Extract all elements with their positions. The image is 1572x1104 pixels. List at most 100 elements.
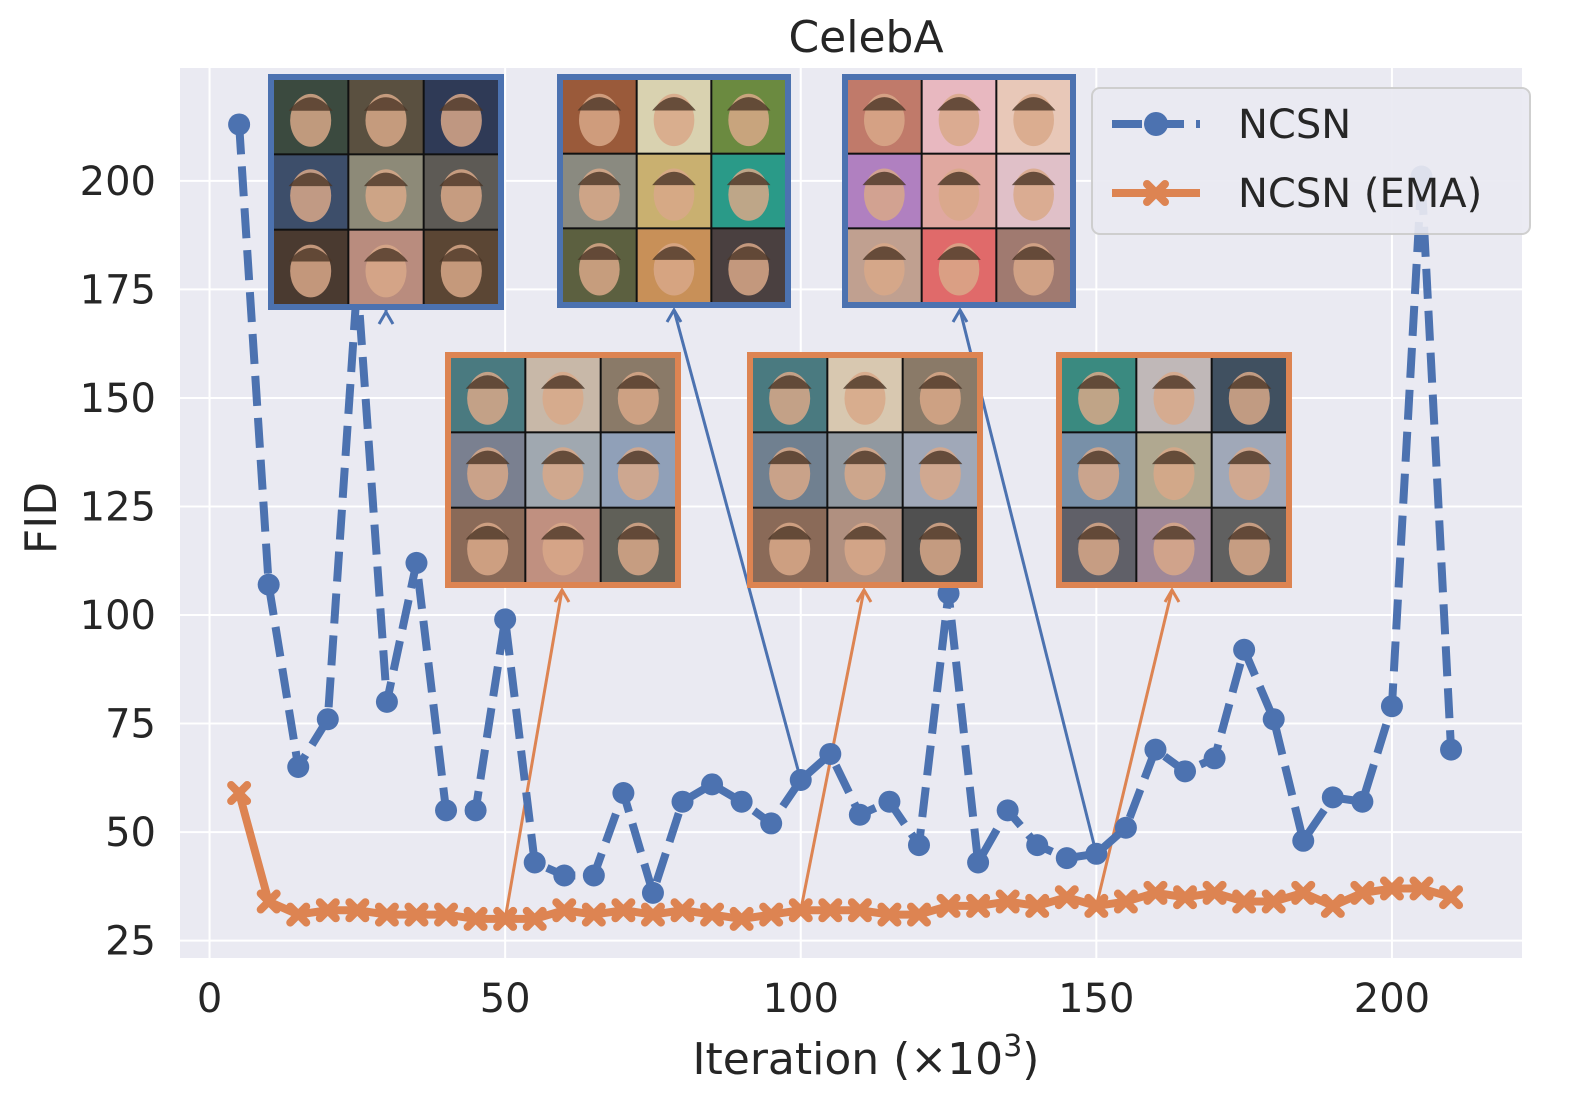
point-ncsn-ema <box>788 898 813 923</box>
sample-hair <box>843 375 887 389</box>
point-ncsn <box>967 851 990 874</box>
point-ncsn-ema <box>315 898 340 923</box>
point-ncsn <box>1321 786 1344 809</box>
x-axis-title: Iteration (×103) <box>693 1029 1040 1085</box>
chart-title: CelebA <box>788 12 943 63</box>
point-ncsn <box>1292 829 1315 852</box>
point-ncsn-ema <box>552 898 577 923</box>
point-ncsn <box>848 803 871 826</box>
sample-hair <box>918 375 963 389</box>
annotation-arrow <box>503 589 564 920</box>
sample-hair <box>1076 375 1121 389</box>
point-ncsn <box>1380 695 1403 718</box>
sample-hair <box>288 172 333 187</box>
sample-hair <box>726 171 771 186</box>
sample-hair <box>364 97 408 111</box>
y-tick-label: 125 <box>80 484 156 530</box>
point-ncsn-ema <box>729 906 754 931</box>
point-ncsn-ema <box>670 898 695 923</box>
point-ncsn-ema <box>374 902 399 927</box>
legend-item-ncsn-ema: NCSN (EMA) <box>1112 171 1482 217</box>
sample-hair <box>439 97 484 111</box>
point-ncsn-ema <box>966 893 991 918</box>
y-tick-label: 100 <box>80 593 156 639</box>
sample-hair <box>1152 525 1196 540</box>
sample-inset <box>268 74 504 310</box>
point-ncsn-ema <box>404 902 429 927</box>
sample-hair <box>918 450 963 465</box>
line-ncsn <box>235 124 1456 897</box>
sample-inset <box>747 352 983 588</box>
sample-hair <box>652 97 696 111</box>
point-ncsn <box>316 708 339 731</box>
sample-hair <box>541 450 585 465</box>
series-ncsn <box>228 113 1463 904</box>
sample-hair <box>937 97 981 111</box>
sample-hair <box>465 525 510 540</box>
sample-hair <box>1227 450 1272 465</box>
sample-hair <box>288 247 333 262</box>
series-ncsn-ema <box>227 781 1464 931</box>
point-ncsn <box>671 790 694 813</box>
y-tick-label: 75 <box>105 702 156 748</box>
point-ncsn-ema <box>463 906 488 931</box>
x-tick-label: 100 <box>763 976 839 1022</box>
legend-label-ncsn: NCSN <box>1238 102 1351 148</box>
point-ncsn <box>1114 816 1137 839</box>
y-tick-label: 150 <box>80 376 156 422</box>
point-ncsn-ema <box>1025 893 1050 918</box>
point-ncsn <box>435 799 458 822</box>
legend-label-ncsn-ema: NCSN (EMA) <box>1238 171 1482 217</box>
annotation-arrowhead <box>665 307 683 323</box>
point-ncsn <box>878 790 901 813</box>
annotation-arrow <box>1094 589 1174 907</box>
point-ncsn-ema <box>493 906 518 931</box>
sample-inset <box>445 352 681 588</box>
point-ncsn <box>1085 842 1108 865</box>
point-ncsn <box>464 799 487 822</box>
x-axis-title-close: ) <box>1022 1034 1039 1085</box>
point-ncsn <box>730 790 753 813</box>
point-ncsn <box>375 690 398 713</box>
point-ncsn <box>523 851 546 874</box>
point-ncsn <box>612 782 635 805</box>
sample-hair <box>767 525 812 540</box>
sample-hair <box>577 97 622 111</box>
sample-hair <box>616 375 661 389</box>
point-ncsn-ema <box>700 902 725 927</box>
sample-hair <box>726 246 771 260</box>
point-ncsn <box>1203 747 1226 770</box>
sample-hair <box>439 172 484 187</box>
x-tick-label: 0 <box>197 976 222 1022</box>
point-ncsn-ema <box>581 902 606 927</box>
sample-hair <box>843 525 887 540</box>
legend-box <box>1091 87 1531 235</box>
sample-hair <box>541 375 585 389</box>
point-ncsn-ema <box>759 902 784 927</box>
sample-hair <box>767 450 812 465</box>
sample-hair <box>364 172 408 187</box>
point-ncsn-ema <box>847 898 872 923</box>
point-ncsn <box>701 773 724 796</box>
sample-hair <box>862 246 907 260</box>
point-ncsn-ema <box>1379 876 1404 901</box>
annotation-arrowhead <box>377 309 395 325</box>
sample-hair <box>577 171 622 186</box>
point-ncsn <box>1174 760 1197 783</box>
legend-marker-ncsn-ema <box>1143 180 1169 206</box>
sample-inset <box>1056 352 1292 588</box>
point-ncsn-ema <box>611 898 636 923</box>
sample-hair <box>616 450 661 465</box>
point-ncsn-ema <box>434 902 459 927</box>
point-ncsn-ema <box>877 902 902 927</box>
point-ncsn-ema <box>286 902 311 927</box>
point-ncsn-ema <box>640 902 665 927</box>
y-tick-label: 200 <box>80 159 156 205</box>
point-ncsn <box>760 812 783 835</box>
sample-hair <box>652 246 696 260</box>
point-ncsn-ema <box>1054 885 1079 910</box>
point-ncsn <box>582 864 605 887</box>
sample-hair <box>726 97 771 111</box>
point-ncsn <box>1233 638 1256 661</box>
